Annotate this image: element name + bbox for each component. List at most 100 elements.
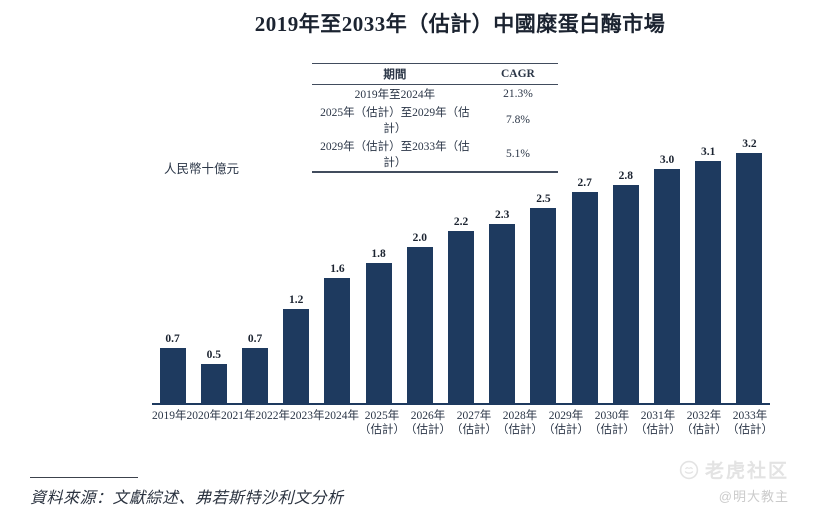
x-tick-year: 2021年 — [221, 410, 256, 422]
bar-group: 3.2 — [729, 138, 770, 403]
watermark: 老虎社区 @明大教主 — [679, 456, 789, 505]
bar-group: 1.6 — [317, 263, 358, 403]
bar — [489, 223, 516, 403]
x-tick-estimate-note: （估計） — [451, 424, 497, 436]
x-tick-year: 2028年 — [502, 410, 538, 422]
bar-value-label: 2.2 — [453, 216, 469, 229]
watermark-handle: @明大教主 — [718, 489, 789, 504]
bar-group: 2.0 — [399, 232, 440, 403]
cagr-table-row: 2025年（估計）至2029年（估計） 7.8% — [312, 103, 558, 137]
x-tick-year: 2025年 — [364, 410, 400, 422]
bar-value-label: 1.2 — [289, 294, 304, 307]
x-tick-estimate-note: （估計） — [543, 424, 589, 436]
cagr-period-cell: 2029年（估計）至2033年（估計） — [320, 141, 470, 169]
x-tick-year: 2032年 — [686, 410, 722, 422]
x-axis-tick-label: 2029年 （估計） — [543, 409, 589, 437]
x-tick-estimate-note: （估計） — [405, 424, 451, 436]
x-axis-tick-label: 2023年 — [290, 409, 325, 437]
bar-value-label: 3.0 — [659, 154, 675, 166]
bar-value-label: 0.5 — [206, 349, 221, 361]
bar-value-label: 1.8 — [371, 247, 386, 260]
cagr-table-row: 2019年至2024年 21.3% — [312, 85, 558, 104]
x-axis-tick-label: 2033年 （估計） — [727, 409, 773, 437]
bar-group: 2.7 — [564, 177, 605, 403]
bar — [324, 278, 351, 403]
cagr-table-row: 2029年（估計）至2033年（估計） 5.1% — [312, 137, 558, 172]
x-tick-year: 2029年 — [548, 410, 584, 422]
bar-value-label: 0.7 — [165, 333, 180, 346]
x-tick-year: 2023年 — [290, 410, 325, 422]
bar — [448, 231, 475, 403]
x-axis-tick-label: 2020年 — [187, 409, 222, 437]
bar — [283, 309, 310, 403]
cagr-period-cell: 2025年（估計）至2029年（估計） — [320, 107, 470, 135]
cagr-period-cell: 2019年至2024年 — [354, 89, 436, 101]
x-tick-year: 2026年 — [410, 410, 446, 422]
bar-group: 3.0 — [646, 154, 687, 403]
x-tick-estimate-note: （估計） — [727, 424, 773, 436]
x-axis-tick-label: 2022年 — [256, 409, 291, 437]
bar-value-label: 3.1 — [701, 146, 716, 159]
bar-group: 0.5 — [193, 349, 234, 403]
bar-value-label: 2.7 — [577, 177, 592, 190]
x-tick-year: 2020年 — [186, 410, 222, 422]
bar — [695, 161, 722, 403]
x-tick-estimate-note: （估計） — [681, 424, 727, 436]
watermark-brand-row: 老虎社区 — [679, 456, 789, 483]
bar-group: 0.7 — [152, 333, 193, 403]
x-axis-tick-label: 2030年 （估計） — [589, 409, 635, 437]
x-axis-tick-label: 2025年 （估計） — [359, 409, 405, 437]
source-note: 資料來源：文獻綜述、弗若斯特沙利文分析 — [30, 490, 344, 507]
bar — [365, 262, 392, 403]
bar-value-label: 0.7 — [247, 333, 263, 346]
bar — [736, 153, 763, 403]
bar-group: 0.7 — [234, 333, 275, 403]
x-axis-tick-label: 2026年 （估計） — [405, 409, 451, 437]
x-axis-tick-label: 2027年 （估計） — [451, 409, 497, 437]
bar-group: 2.5 — [523, 193, 564, 403]
x-axis-tick-label: 2021年 — [221, 409, 256, 437]
x-tick-estimate-note: （估計） — [589, 424, 635, 436]
bar — [200, 364, 227, 403]
bar — [406, 247, 433, 403]
bar-chart-plot-area: 0.7 0.5 0.7 1.2 1.6 1.8 2.0 2.2 2.3 2.5 2.7 2.8 3.0 3… — [152, 132, 770, 405]
bar-group: 2.2 — [440, 216, 481, 403]
x-tick-year: 2030年 — [594, 410, 630, 422]
x-axis-tick-labels: 2019年 2020年 2021年 2022年 2023年 2024年 2025年 （估計） 2… — [152, 409, 773, 437]
bar-group: 1.2 — [276, 294, 317, 403]
x-tick-estimate-note: （估計） — [635, 424, 681, 436]
bar — [242, 348, 268, 403]
y-axis-unit-label: 人民幣十億元 — [164, 162, 240, 176]
bar — [530, 208, 557, 403]
cagr-table-cagr-header: CAGR — [500, 68, 535, 80]
source-divider-line — [30, 477, 138, 478]
bar-group: 3.1 — [688, 146, 729, 403]
x-axis-tick-label: 2031年 （估計） — [635, 409, 681, 437]
bar-group: 1.8 — [358, 248, 399, 403]
bar-value-label: 3.2 — [742, 138, 757, 151]
bar-value-label: 2.3 — [495, 208, 510, 221]
bar — [159, 348, 186, 403]
bar-value-label: 2.5 — [536, 193, 551, 205]
bar-value-label: 1.6 — [330, 263, 345, 276]
tiger-circle-icon — [679, 460, 699, 479]
watermark-brand: 老虎社区 — [704, 461, 789, 482]
cagr-table-header-row: 期間 CAGR — [312, 64, 558, 85]
bar-group: 2.3 — [482, 209, 523, 403]
cagr-value-cell: 5.1% — [505, 148, 530, 160]
x-tick-estimate-note: （估計） — [497, 424, 543, 436]
chart-title: 2019年至2033年（估計）中國糜蛋白酶市場 — [254, 12, 666, 36]
cagr-value-cell: 7.8% — [505, 114, 530, 126]
bar-value-label: 2.0 — [412, 232, 427, 244]
x-tick-year: 2019年 — [152, 410, 187, 422]
bar-group: 2.8 — [605, 170, 646, 403]
x-axis-tick-label: 2028年 （估計） — [497, 409, 543, 437]
x-axis-tick-label: 2019年 — [152, 409, 187, 437]
x-tick-year: 2024年 — [324, 410, 360, 422]
bar — [654, 169, 681, 403]
x-tick-estimate-note: （估計） — [359, 424, 405, 436]
cagr-table-period-header: 期間 — [383, 69, 407, 81]
x-axis-tick-label: 2032年 （估計） — [681, 409, 727, 437]
bar — [571, 192, 598, 403]
